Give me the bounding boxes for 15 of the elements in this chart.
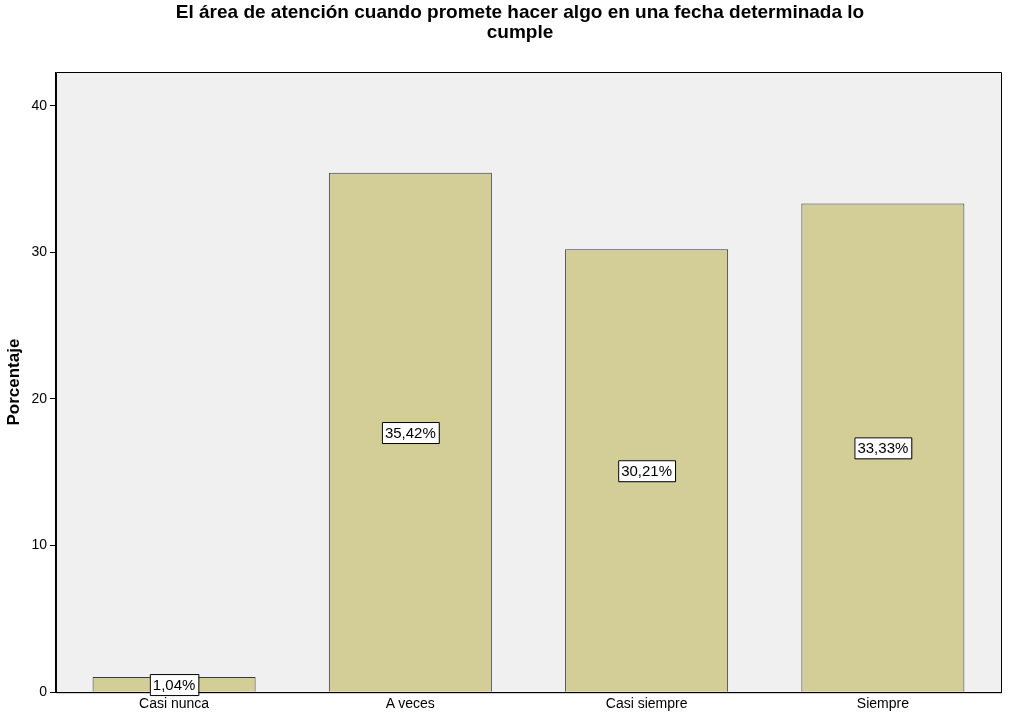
x-tick-label: Casi nunca	[139, 695, 210, 712]
x-tick-label: Casi siempre	[605, 695, 688, 712]
data-label: 33,33%	[857, 439, 909, 456]
y-tick-label: 30	[31, 243, 48, 260]
data-label: 35,42%	[384, 423, 436, 441]
y-axis-title: Porcentaje	[3, 338, 23, 426]
data-label: 30,21%	[621, 461, 673, 479]
data-label: 1,04%	[152, 675, 196, 693]
x-tick-label: A veces	[385, 695, 435, 712]
chart-title: El área de atención cuando promete hacer algo en una fecha determinada lo cumple	[174, 1, 866, 42]
y-tick-label: 10	[31, 536, 48, 553]
y-tick-label: 20	[31, 389, 48, 406]
y-tick-label: 0	[39, 683, 48, 700]
x-tick-label: Siempre	[856, 695, 910, 712]
y-tick-label: 40	[31, 96, 48, 113]
